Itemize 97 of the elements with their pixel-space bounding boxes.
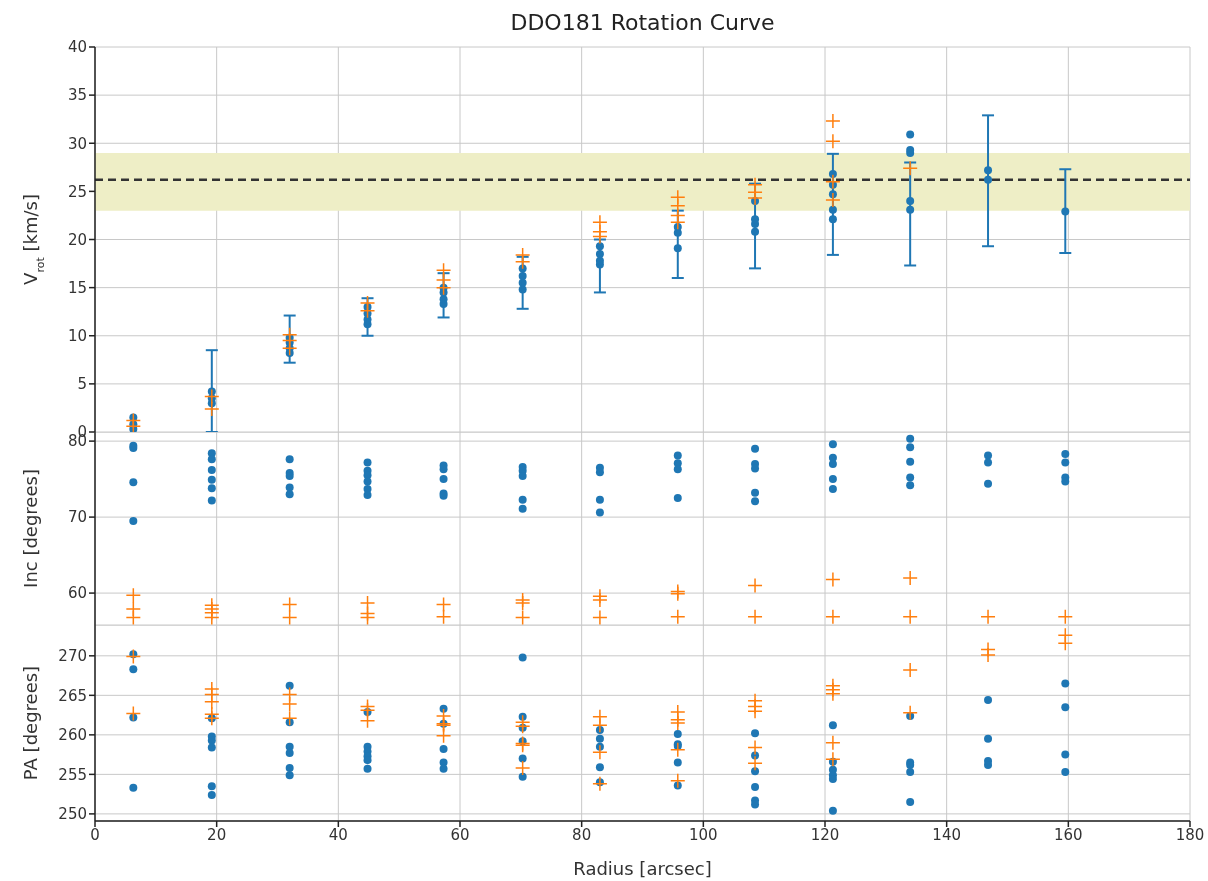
point <box>747 608 763 625</box>
point <box>747 755 763 772</box>
x-tick-label: 80 <box>572 825 592 844</box>
point <box>980 647 996 663</box>
x-tick-label: 20 <box>207 825 227 844</box>
point <box>125 648 142 665</box>
point <box>281 596 298 613</box>
point <box>1057 608 1074 625</box>
point <box>125 609 142 625</box>
point <box>747 176 763 193</box>
point <box>204 388 220 405</box>
chart-title: DDO181 Rotation Curve <box>509 10 776 35</box>
y-tick-label: 35 <box>67 86 87 105</box>
y-tick-label: 70 <box>67 508 87 527</box>
point <box>518 272 527 281</box>
point <box>204 693 220 710</box>
point <box>125 705 142 722</box>
point <box>747 577 763 594</box>
x-tick-label: 140 <box>932 825 961 844</box>
y-tick-label: 250 <box>58 805 87 824</box>
x-tick-label: 100 <box>689 825 718 844</box>
point <box>281 696 298 712</box>
y-tick-label: 10 <box>67 327 87 346</box>
x-tick-label: 60 <box>450 825 470 844</box>
point <box>435 262 452 279</box>
point <box>825 686 841 702</box>
point <box>747 739 763 756</box>
point <box>592 214 608 230</box>
y-tick-label: 265 <box>58 686 87 705</box>
point <box>514 609 531 625</box>
y-tick-label: 40 <box>67 38 87 57</box>
y-tick-label: 15 <box>67 278 87 297</box>
point <box>670 742 686 758</box>
point <box>514 760 531 776</box>
point <box>125 587 142 604</box>
point <box>980 608 996 625</box>
point <box>435 608 452 625</box>
x-tick-label: 0 <box>90 825 100 844</box>
point <box>902 570 918 586</box>
point <box>281 609 298 625</box>
point <box>825 174 841 190</box>
point <box>902 608 918 625</box>
y-tick-label: 260 <box>58 726 87 745</box>
x-tick-label: 160 <box>1054 825 1083 844</box>
point <box>825 571 841 588</box>
point <box>1057 635 1074 651</box>
x-axis-title: Radius [arcsec] <box>573 858 712 879</box>
y-axis-title: PA [degrees] <box>20 665 41 781</box>
point <box>204 609 220 625</box>
point <box>359 295 376 311</box>
point <box>906 197 915 205</box>
point <box>747 703 763 719</box>
y-tick-label: 270 <box>58 647 87 666</box>
point <box>902 160 918 177</box>
point <box>595 242 604 251</box>
point <box>359 712 376 729</box>
point <box>825 133 841 150</box>
point <box>204 710 220 727</box>
x-tick-label: 180 <box>1175 825 1205 844</box>
point <box>281 327 298 343</box>
point <box>1061 207 1070 216</box>
point <box>825 735 841 751</box>
point <box>825 192 841 208</box>
point <box>514 718 531 734</box>
point <box>670 772 686 789</box>
point <box>984 175 993 184</box>
point <box>281 710 298 727</box>
point <box>125 412 142 429</box>
point <box>825 608 841 625</box>
x-tick-label: 120 <box>810 825 840 844</box>
point <box>359 609 376 625</box>
point <box>595 249 604 258</box>
point <box>670 608 686 625</box>
point <box>984 166 993 175</box>
point <box>906 130 915 139</box>
point <box>592 776 608 792</box>
y-tick-label: 5 <box>77 375 87 394</box>
point <box>514 247 531 263</box>
point <box>592 592 608 608</box>
point <box>435 596 452 613</box>
point <box>825 113 841 129</box>
point <box>902 704 918 721</box>
y-tick-label: 255 <box>58 765 87 784</box>
y-tick-label: 60 <box>67 584 87 603</box>
point <box>592 717 608 734</box>
x-tick-label: 40 <box>328 825 348 844</box>
y-axis-title: Inc [degrees] <box>20 469 41 588</box>
point <box>435 727 452 744</box>
point <box>592 609 608 625</box>
point <box>902 662 918 678</box>
y-tick-label: 30 <box>67 134 87 153</box>
point <box>592 744 608 760</box>
y-tick-label: 20 <box>67 230 87 249</box>
point <box>670 189 686 205</box>
point <box>204 401 220 417</box>
y-tick-label: 25 <box>67 182 87 201</box>
point <box>825 751 841 768</box>
